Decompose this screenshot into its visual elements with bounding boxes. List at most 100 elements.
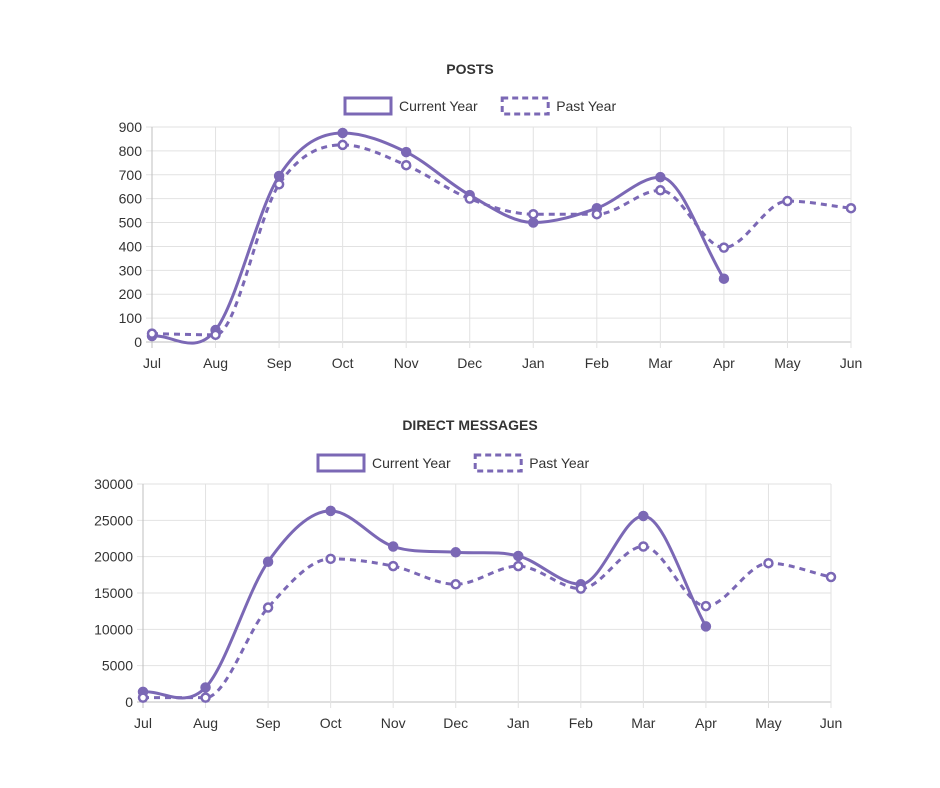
direct-messages-legend-swatch-current-year xyxy=(316,453,366,473)
direct-messages-point-past-year[interactable] xyxy=(638,541,649,552)
posts-y-tick-label: 0 xyxy=(134,334,142,350)
direct-messages-point-current-year[interactable] xyxy=(262,556,274,568)
posts-x-tick-label: Apr xyxy=(713,355,735,371)
direct-messages-legend-swatch-past-year xyxy=(473,453,523,473)
direct-messages-x-tick-label: Jun xyxy=(820,715,843,731)
posts-legend-label-current-year: Current Year xyxy=(399,98,478,114)
direct-messages-y-tick-label: 5000 xyxy=(102,658,133,674)
posts-point-current-year[interactable] xyxy=(718,273,730,284)
posts-x-tick-label: Sep xyxy=(267,355,292,371)
posts-legend-swatch-current-year xyxy=(343,96,393,116)
direct-messages-legend-current-year[interactable]: Current Year xyxy=(316,453,451,473)
direct-messages-x-tick-label: Jan xyxy=(507,715,530,731)
posts-point-current-year[interactable] xyxy=(528,217,539,228)
direct-messages-x-tick-label: Dec xyxy=(443,715,468,731)
direct-messages-legend-label-current-year: Current Year xyxy=(372,455,451,471)
direct-messages-series-current-year xyxy=(137,505,712,700)
direct-messages-y-tick-label: 15000 xyxy=(94,585,133,601)
posts-x-tick-label: Jun xyxy=(840,355,863,371)
direct-messages-y-tick-label: 25000 xyxy=(94,512,133,528)
direct-messages-point-past-year[interactable] xyxy=(825,571,837,583)
posts-y-tick-label: 200 xyxy=(119,286,143,302)
posts-x-tick-label: Jan xyxy=(522,355,545,371)
direct-messages-legend: Current Year Past Year xyxy=(316,453,589,473)
direct-messages-point-current-year[interactable] xyxy=(387,541,399,552)
posts-x-tick-label: Feb xyxy=(585,355,609,371)
posts-x-tick-label: Jul xyxy=(143,355,161,371)
posts-point-current-year[interactable] xyxy=(337,127,348,139)
direct-messages-point-past-year[interactable] xyxy=(137,692,149,703)
posts-point-past-year[interactable] xyxy=(528,208,539,220)
posts-line-current-year xyxy=(151,131,726,345)
direct-messages-y-tick-label: 20000 xyxy=(94,549,133,565)
direct-messages-point-current-year[interactable] xyxy=(638,510,649,522)
posts-point-past-year[interactable] xyxy=(400,159,412,171)
direct-messages-chart: DIRECT MESSAGES Current Year Past Year 0 500… xyxy=(0,395,940,755)
direct-messages-line-past-year xyxy=(143,544,832,700)
posts-point-past-year[interactable] xyxy=(210,329,221,341)
posts-y-tick-label: 500 xyxy=(119,215,143,231)
direct-messages-point-past-year[interactable] xyxy=(200,692,211,703)
direct-messages-x-tick-label: Oct xyxy=(320,715,342,731)
direct-messages-point-past-year[interactable] xyxy=(450,579,461,590)
direct-messages-x-tick-label: Feb xyxy=(569,715,593,731)
posts-legend-label-past-year: Past Year xyxy=(556,98,616,114)
posts-point-past-year[interactable] xyxy=(782,195,793,207)
direct-messages-point-past-year[interactable] xyxy=(575,583,587,594)
posts-point-past-year[interactable] xyxy=(273,179,285,190)
direct-messages-point-current-year[interactable] xyxy=(700,621,712,632)
direct-messages-line-current-year xyxy=(142,509,708,700)
posts-x-tick-label: Aug xyxy=(203,355,228,371)
posts-chart-title: POSTS xyxy=(446,61,493,77)
posts-point-past-year[interactable] xyxy=(464,193,475,204)
posts-point-past-year[interactable] xyxy=(337,139,348,151)
direct-messages-point-current-year[interactable] xyxy=(513,550,524,562)
posts-line-past-year xyxy=(151,143,852,337)
posts-y-tick-label: 800 xyxy=(119,143,143,159)
posts-point-past-year[interactable] xyxy=(718,242,730,253)
posts-chart: POSTS Current Year Past Year 0 100 200 300 400 5… xyxy=(0,0,940,390)
direct-messages-x-tick-label: Sep xyxy=(256,715,281,731)
direct-messages-point-past-year[interactable] xyxy=(513,560,524,572)
direct-messages-legend-label-past-year: Past Year xyxy=(529,455,589,471)
direct-messages-y-tick-label: 0 xyxy=(125,694,133,710)
posts-y-tick-label: 700 xyxy=(119,167,143,183)
direct-messages-point-past-year[interactable] xyxy=(262,602,274,613)
direct-messages-point-past-year[interactable] xyxy=(325,553,336,565)
posts-y-tick-label: 900 xyxy=(119,119,143,135)
posts-legend-swatch-past-year xyxy=(500,96,550,116)
direct-messages-x-tick-label: Aug xyxy=(193,715,218,731)
posts-series-current-year xyxy=(146,127,730,345)
posts-legend-past-year[interactable]: Past Year xyxy=(500,96,616,116)
direct-messages-point-current-year[interactable] xyxy=(450,547,461,558)
posts-x-tick-label: May xyxy=(774,355,800,371)
posts-point-past-year[interactable] xyxy=(591,208,603,220)
direct-messages-y-tick-label: 30000 xyxy=(94,476,133,492)
posts-x-tick-label: Dec xyxy=(457,355,482,371)
posts-y-tick-label: 300 xyxy=(119,262,143,278)
posts-series-past-year xyxy=(146,139,857,341)
direct-messages-point-current-year[interactable] xyxy=(200,682,211,693)
posts-x-tick-label: Oct xyxy=(332,355,354,371)
posts-x-tick-label: Mar xyxy=(648,355,672,371)
direct-messages-point-past-year[interactable] xyxy=(763,557,774,569)
direct-messages-point-past-year[interactable] xyxy=(387,560,399,572)
direct-messages-point-past-year[interactable] xyxy=(700,600,712,612)
direct-messages-point-current-year[interactable] xyxy=(325,505,336,517)
posts-point-past-year[interactable] xyxy=(146,328,158,339)
posts-point-current-year[interactable] xyxy=(655,171,666,183)
direct-messages-chart-svg: DIRECT MESSAGES Current Year Past Year 0 500… xyxy=(94,417,843,731)
posts-legend-current-year[interactable]: Current Year xyxy=(343,96,478,116)
posts-point-past-year[interactable] xyxy=(845,202,857,214)
posts-point-past-year[interactable] xyxy=(655,185,666,196)
posts-x-tick-label: Nov xyxy=(394,355,419,371)
direct-messages-x-tick-label: Apr xyxy=(695,715,717,731)
posts-point-current-year[interactable] xyxy=(400,146,412,158)
direct-messages-x-tick-label: Mar xyxy=(631,715,655,731)
direct-messages-legend-past-year[interactable]: Past Year xyxy=(473,453,589,473)
posts-chart-svg: POSTS Current Year Past Year 0 100 200 300 400 5… xyxy=(119,61,863,371)
direct-messages-x-tick-label: May xyxy=(755,715,781,731)
posts-legend: Current Year Past Year xyxy=(343,96,616,116)
posts-y-tick-label: 600 xyxy=(119,191,143,207)
direct-messages-x-tick-label: Jul xyxy=(134,715,152,731)
